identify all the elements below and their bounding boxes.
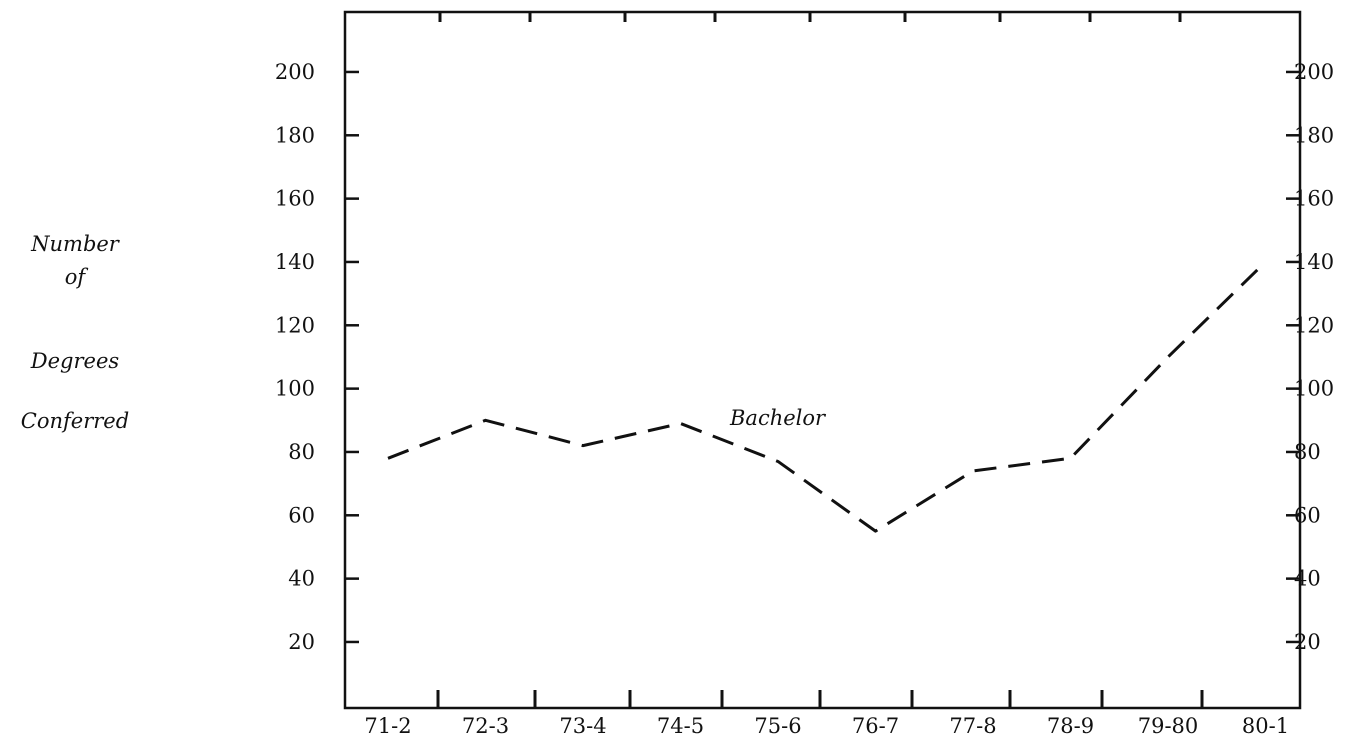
x-tick-label: 80-1 <box>1242 714 1289 737</box>
x-tick-label: 72-3 <box>462 714 509 737</box>
x-tick-label: 78-9 <box>1047 714 1094 737</box>
y-tick-label-right: 140 <box>1294 250 1334 274</box>
x-tick-label: 74-5 <box>657 714 704 737</box>
y-tick-label-left: 180 <box>275 123 315 147</box>
x-tick-label: 75-6 <box>754 714 801 737</box>
y-tick-label-right: 120 <box>1294 313 1334 337</box>
x-tick-label: 71-2 <box>364 714 411 737</box>
x-tick-label: 77-8 <box>949 714 996 737</box>
series-line-bachelor <box>387 260 1267 533</box>
y-tick-label-left: 200 <box>275 60 315 84</box>
x-tick-label: 73-4 <box>559 714 606 737</box>
y-tick-label-left: 140 <box>275 250 315 274</box>
y-tick-label-left: 20 <box>288 630 315 654</box>
y-tick-label-right: 100 <box>1294 377 1334 401</box>
y-tick-label-right: 180 <box>1294 123 1334 147</box>
x-tick-label: 76-7 <box>852 714 899 737</box>
y-tick-label-left: 40 <box>288 567 315 591</box>
y-tick-label-left: 120 <box>275 313 315 337</box>
x-tick-label: 79-80 <box>1138 714 1199 737</box>
y-tick-label-right: 80 <box>1294 440 1321 464</box>
y-axis-label-line-2: of <box>64 265 86 289</box>
y-axis-label-line-3: Degrees <box>30 349 120 373</box>
series-label-bachelor: Bachelor <box>729 406 827 430</box>
y-tick-label-right: 200 <box>1294 60 1334 84</box>
y-axis-label-line-1: Number <box>31 232 119 256</box>
y-tick-label-left: 80 <box>288 440 315 464</box>
y-tick-label-right: 60 <box>1294 503 1321 527</box>
y-tick-label-left: 60 <box>288 503 315 527</box>
y-axis-label-line-4: Conferred <box>20 409 130 433</box>
y-tick-label-left: 100 <box>275 377 315 401</box>
plot-frame <box>343 10 1302 710</box>
y-tick-label-right: 160 <box>1294 187 1334 211</box>
y-tick-label-left: 160 <box>275 187 315 211</box>
y-tick-label-right: 20 <box>1294 630 1321 654</box>
y-tick-label-right: 40 <box>1294 567 1321 591</box>
